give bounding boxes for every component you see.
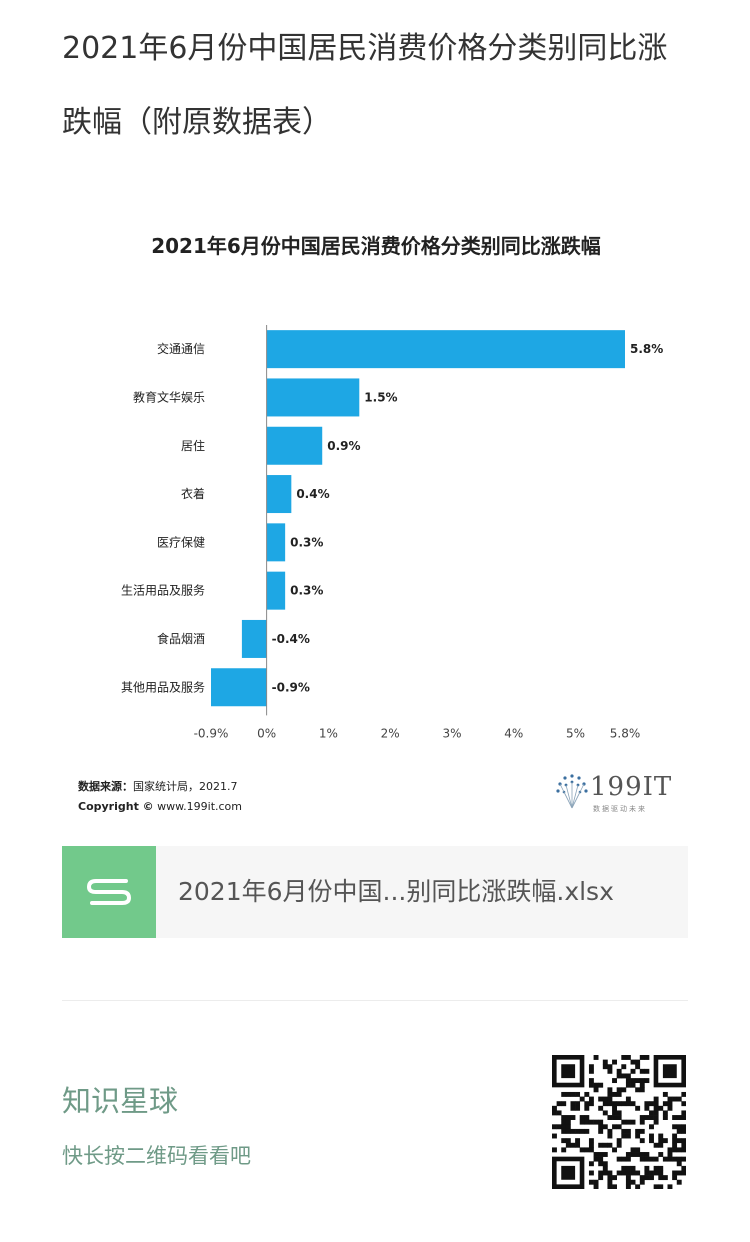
bar-4 (266, 523, 286, 562)
chart-title: 2021年6月份中国居民消费价格分类别同比涨跌幅 (151, 234, 601, 258)
value-label: -0.4% (272, 632, 310, 646)
qr-code-icon[interactable] (552, 1055, 686, 1189)
tick-label: 4% (504, 726, 523, 740)
copyright-label: Copyright © (78, 800, 154, 813)
value-label: 0.3% (290, 535, 323, 549)
category-label: 衣着 (181, 486, 205, 501)
tick-label: 5% (566, 726, 585, 740)
tick-label: 0% (257, 726, 276, 740)
promo-subtitle: 快长按二维码看看吧 (62, 1144, 251, 1168)
promo-title: 知识星球 (62, 1084, 179, 1118)
brand-logo: 199IT 数据驱动未来 (552, 770, 682, 820)
bar-2 (266, 426, 323, 465)
category-label: 食品烟酒 (157, 631, 205, 646)
data-source: 数据来源：国家统计局，2021.7 Copyright © www.199it.… (78, 777, 242, 817)
category-label: 交通通信 (157, 341, 205, 356)
bar-1 (266, 378, 360, 417)
value-label: -0.9% (272, 680, 310, 694)
category-label: 生活用品及服务 (121, 583, 205, 598)
value-label: 0.9% (327, 439, 360, 453)
attachment-card[interactable]: 2021年6月份中国...别同比涨跌幅.xlsx (62, 846, 688, 938)
value-label: 1.5% (364, 390, 397, 404)
bar-7 (211, 668, 267, 707)
bar-3 (266, 475, 292, 514)
category-label: 教育文华娱乐 (133, 389, 205, 404)
copyright-text: www.199it.com (157, 800, 243, 813)
tick-label: 3% (442, 726, 461, 740)
bar-6 (241, 619, 267, 658)
source-text: 国家统计局，2021.7 (133, 780, 238, 793)
attachment-filename[interactable]: 2021年6月份中国...别同比涨跌幅.xlsx (178, 877, 614, 906)
value-label: 0.3% (290, 584, 323, 598)
brand-name: 199IT (590, 772, 673, 802)
category-label: 居住 (181, 439, 205, 453)
tick-label: 1% (319, 726, 338, 740)
chart-card: 2021年6月份中国居民消费价格分类别同比涨跌幅交通通信 5.8% 教育文华娱乐 1.… (62, 205, 690, 825)
bar-0 (266, 330, 625, 369)
tick-label: 2% (381, 726, 400, 740)
category-label: 其他用品及服务 (121, 679, 205, 694)
tick-label: -0.9% (194, 726, 229, 740)
value-label: 5.8% (630, 342, 663, 356)
article-title: 2021年6月份中国居民消费价格分类别同比涨跌幅（附原数据表） (62, 31, 668, 140)
sheet-file-icon (62, 846, 156, 938)
category-label: 医疗保健 (157, 535, 205, 549)
dandelion-icon (556, 774, 588, 809)
value-label: 0.4% (296, 487, 329, 501)
source-label: 数据来源： (78, 780, 133, 793)
divider (62, 1000, 688, 1001)
bar-5 (266, 571, 286, 610)
brand-tagline: 数据驱动未来 (593, 805, 647, 813)
tick-label: 5.8% (610, 726, 641, 740)
